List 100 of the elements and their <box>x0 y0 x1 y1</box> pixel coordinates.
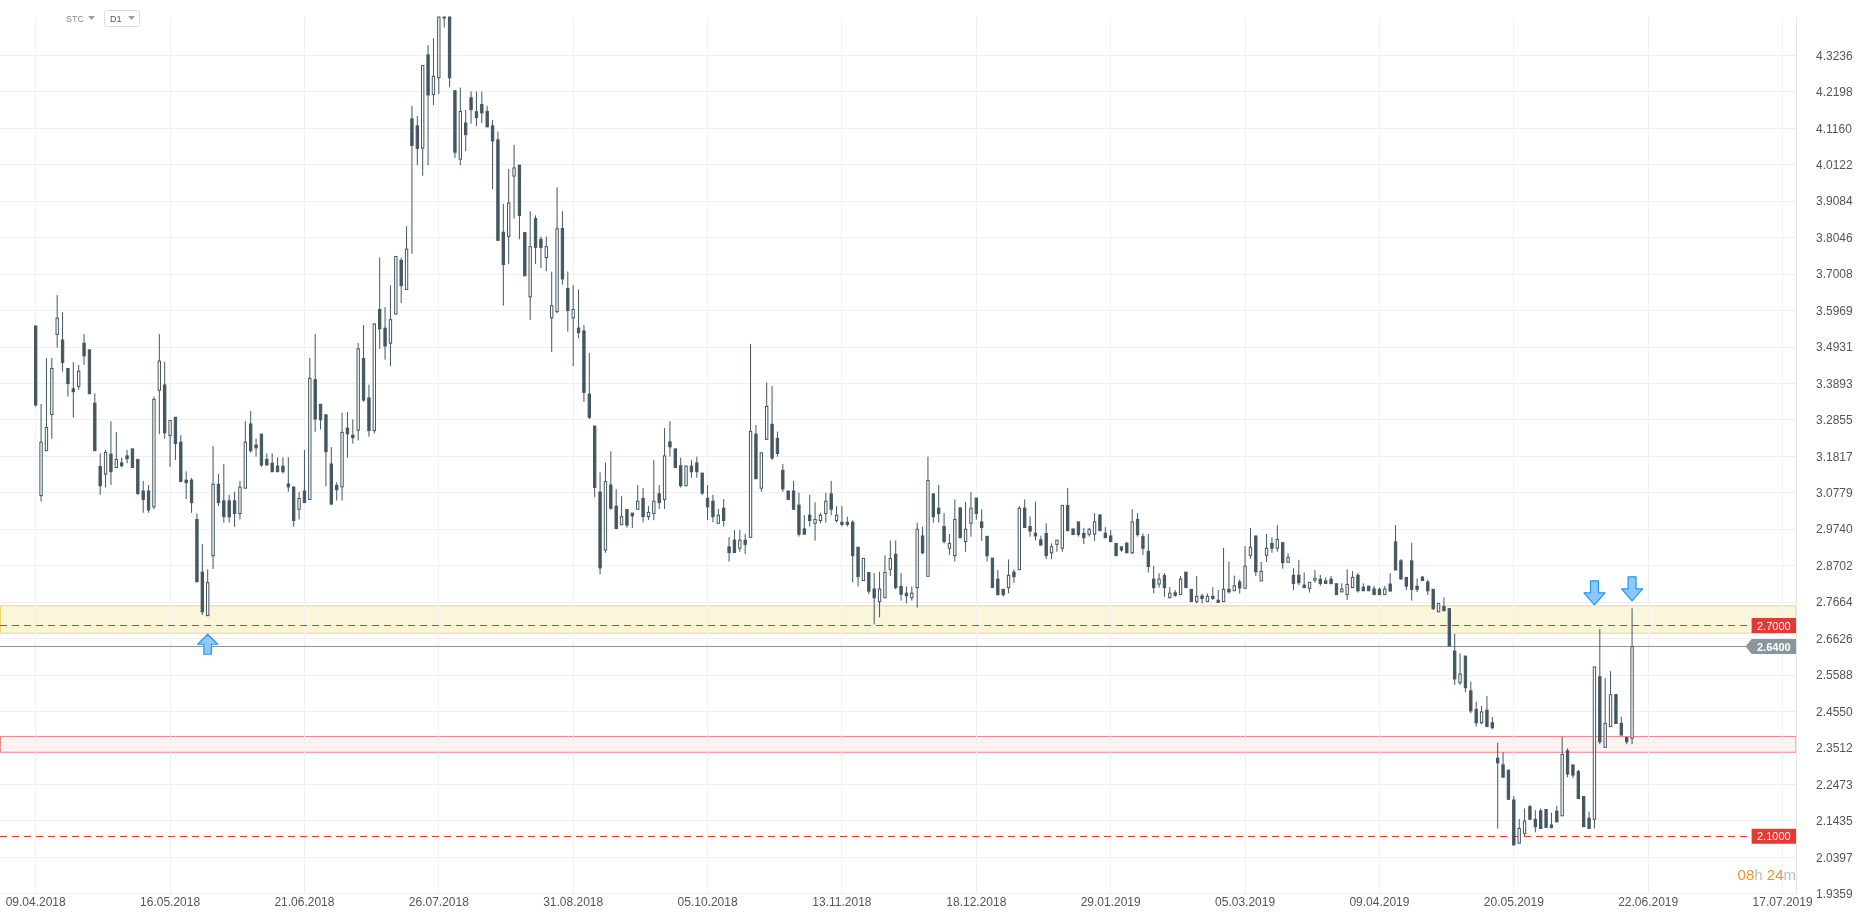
candlestick <box>1162 572 1167 598</box>
candlestick <box>861 557 866 582</box>
candlestick <box>302 449 307 504</box>
annotation: 08h 24m <box>1737 866 1796 883</box>
candlestick <box>103 449 108 489</box>
candlestick <box>351 418 355 445</box>
y-tick-label: 4.1160 <box>1816 121 1853 136</box>
annotation: D1 <box>110 14 122 24</box>
x-tick-label: 20.05.2019 <box>1483 895 1545 909</box>
candlestick <box>66 367 70 398</box>
ref-line-label: 2.7000 <box>1756 619 1791 632</box>
candlestick <box>512 144 516 220</box>
candlestick <box>619 495 624 526</box>
candlestick <box>722 498 726 527</box>
candlestick <box>55 294 59 349</box>
candlestick <box>920 526 925 555</box>
candlestick <box>60 311 65 373</box>
candlestick <box>700 472 704 496</box>
candlestick <box>281 456 285 474</box>
candlestick <box>1264 533 1269 563</box>
x-tick-label: 05.03.2019 <box>1215 895 1276 909</box>
candlestick <box>781 463 785 493</box>
candlestick <box>673 448 677 468</box>
y-tick-label: 2.4550 <box>1816 704 1854 719</box>
candlestick <box>963 501 968 553</box>
y-tick-label: 2.8702 <box>1816 558 1854 573</box>
y-tick-label: 2.5588 <box>1816 668 1854 683</box>
candlestick <box>1291 567 1296 591</box>
candlestick <box>980 508 984 542</box>
x-tick-label: 09.04.2018 <box>5 895 67 909</box>
candlestick <box>469 90 473 125</box>
candlestick <box>732 529 737 553</box>
y-tick-label: 3.5969 <box>1816 303 1854 318</box>
y-tick-label: 3.1817 <box>1816 449 1854 464</box>
candlestick <box>146 484 151 514</box>
x-tick-label: 16.05.2018 <box>140 895 201 909</box>
candlestick <box>1092 512 1097 542</box>
y-tick-label: 1.9359 <box>1816 887 1854 901</box>
x-tick-label: 13.11.2018 <box>812 895 872 909</box>
candlestick <box>82 333 86 366</box>
candlestick <box>1496 742 1500 829</box>
candlestick <box>77 364 81 391</box>
x-tick-label: 09.04.2019 <box>1349 895 1410 909</box>
y-tick-label: 3.2855 <box>1816 413 1854 428</box>
y-tick-label: 2.7664 <box>1816 595 1854 610</box>
candlestick <box>388 284 393 367</box>
x-tick-label: 29.01.2019 <box>1080 895 1142 909</box>
x-tick-label: 18.12.2018 <box>946 895 1007 909</box>
candlestick <box>727 536 731 563</box>
candlestick <box>888 540 892 577</box>
candlestick <box>937 484 941 524</box>
candlestick <box>791 480 796 510</box>
candlestick <box>587 352 591 420</box>
y-tick-label: 3.8046 <box>1816 230 1854 245</box>
candlestick <box>705 484 710 521</box>
y-tick-label: 2.0397 <box>1816 850 1854 865</box>
y-tick-label: 2.3512 <box>1816 741 1854 756</box>
candlestick <box>877 571 882 618</box>
candlestick <box>1141 533 1145 556</box>
x-tick-label: 26.07.2018 <box>408 895 470 909</box>
y-tick-label: 3.0779 <box>1816 486 1854 501</box>
candlestick <box>775 431 780 458</box>
y-tick-label: 4.3236 <box>1816 48 1854 63</box>
y-tick-label: 2.1435 <box>1816 814 1854 829</box>
y-tick-label: 3.9084 <box>1816 194 1854 209</box>
candlestick <box>1248 527 1253 560</box>
ref-line-label: 2.1000 <box>1756 830 1791 843</box>
candlestick <box>695 456 699 479</box>
candlestick <box>232 491 237 528</box>
y-tick-label: 4.2198 <box>1816 85 1854 100</box>
candlestick <box>1501 751 1505 778</box>
candlestick <box>464 109 468 152</box>
candlestick <box>125 449 129 464</box>
y-tick-label: 3.3893 <box>1816 376 1854 391</box>
candlestick <box>474 90 479 127</box>
candlestick <box>44 357 49 452</box>
candlestick <box>1522 807 1527 837</box>
candlestick <box>98 452 102 496</box>
candlestick <box>431 37 436 106</box>
candlestick <box>1006 558 1011 594</box>
y-tick-label: 2.6626 <box>1816 631 1854 646</box>
candlestick <box>985 535 989 563</box>
annotation: STC <box>66 14 85 24</box>
candlestick <box>286 456 290 493</box>
candlestick <box>947 533 952 556</box>
x-tick-label: 17.07.2019 <box>1752 895 1813 909</box>
candlestick <box>1146 533 1150 573</box>
candlestick <box>189 477 194 514</box>
x-tick-label: 22.06.2019 <box>1618 895 1679 909</box>
candlestick <box>71 361 75 419</box>
y-tick-label: 4.0122 <box>1816 157 1854 172</box>
x-tick-label: 05.10.2018 <box>677 895 738 909</box>
y-tick-label: 2.9740 <box>1816 522 1854 537</box>
candlestick <box>1297 559 1301 586</box>
candlestick <box>1565 747 1570 778</box>
candlestick <box>1135 512 1140 538</box>
candlestick <box>216 473 221 507</box>
x-tick-label: 21.06.2018 <box>274 895 335 909</box>
y-tick-label: 3.4931 <box>1816 340 1854 355</box>
ref-line-label: 2.6400 <box>1756 640 1791 653</box>
